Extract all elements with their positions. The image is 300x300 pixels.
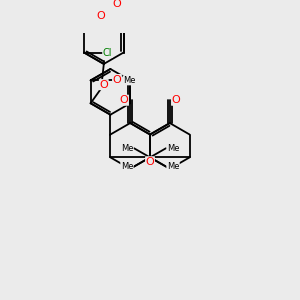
Text: O: O (113, 0, 122, 9)
Text: Me: Me (123, 76, 136, 85)
Text: Cl: Cl (103, 47, 112, 58)
Text: Me: Me (121, 162, 133, 171)
Text: Me: Me (167, 162, 179, 171)
Text: O: O (172, 95, 180, 105)
Text: O: O (99, 80, 108, 90)
Text: Me: Me (167, 144, 179, 153)
Text: O: O (112, 74, 121, 85)
Text: O: O (146, 157, 154, 167)
Text: Me: Me (121, 144, 133, 153)
Text: O: O (120, 95, 128, 105)
Text: O: O (96, 11, 105, 21)
